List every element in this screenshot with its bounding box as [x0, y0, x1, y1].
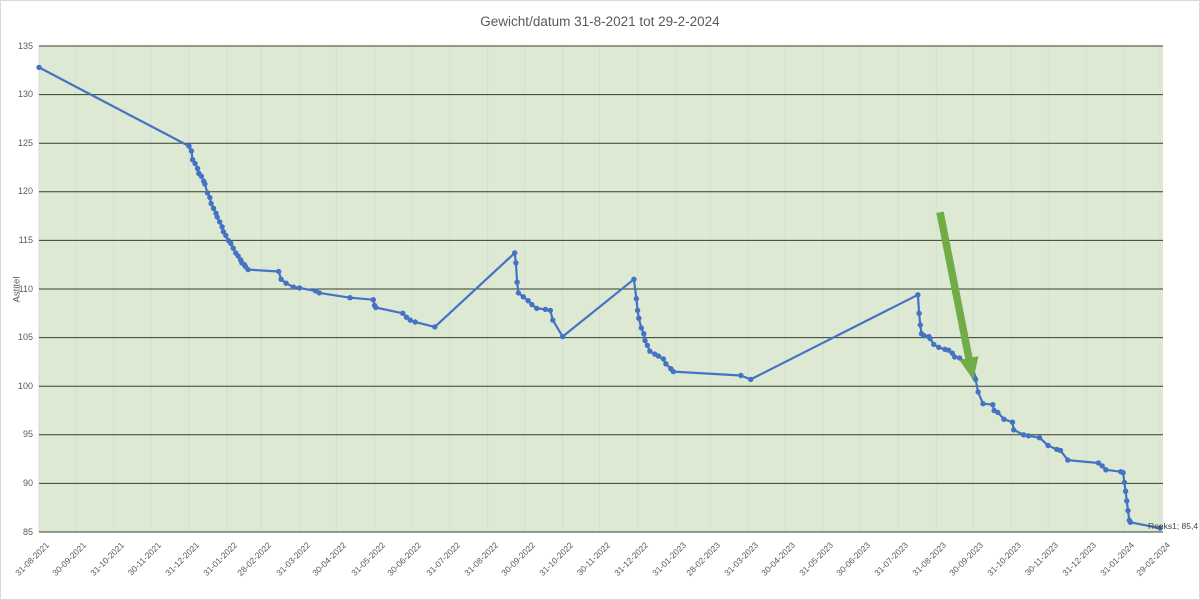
y-tick-label: 90	[22, 477, 33, 488]
horizontal-gridlines	[39, 45, 1163, 533]
y-tick-label: 120	[17, 186, 33, 197]
y-tick-label: 95	[22, 429, 33, 440]
y-tick-label: 105	[17, 332, 33, 343]
arrow-annotation	[936, 211, 979, 381]
y-tick-label: 85	[22, 526, 33, 537]
y-tick-label: 130	[17, 89, 33, 100]
y-tick-label: 135	[17, 40, 33, 51]
y-tick-label: 100	[17, 380, 33, 391]
y-tick-label: 110	[18, 283, 33, 294]
chart-title: Gewicht/datum 31-8-2021 tot 29-2-2024	[480, 14, 720, 29]
y-tick-label: 125	[17, 137, 33, 148]
y-tick-label: 115	[18, 234, 33, 245]
last-point-data-label: Reeks1; 85,4	[1148, 521, 1199, 532]
